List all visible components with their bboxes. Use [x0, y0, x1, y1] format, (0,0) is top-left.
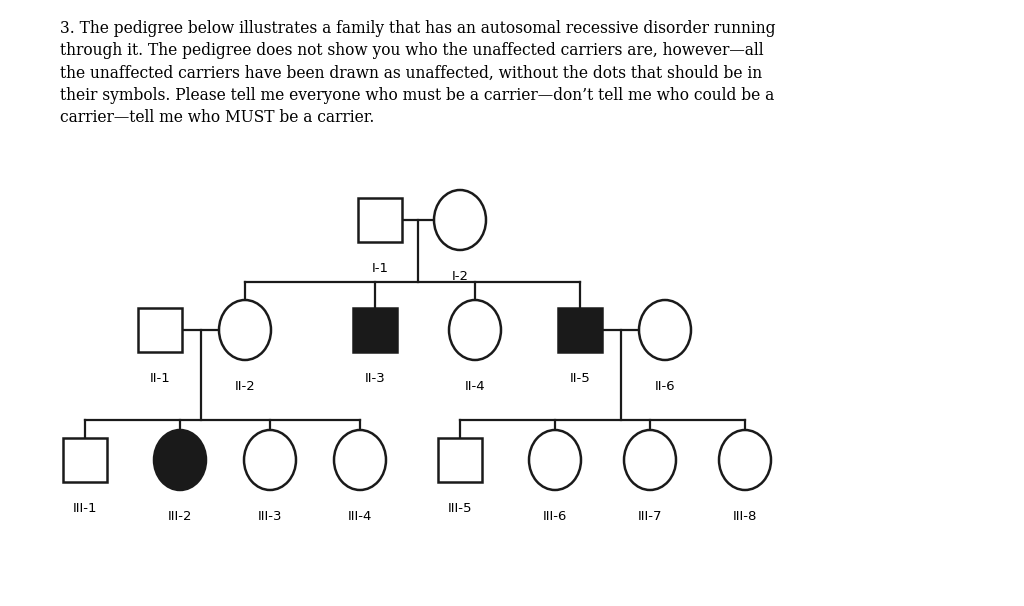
Text: III-6: III-6 [543, 510, 567, 523]
Ellipse shape [334, 430, 386, 490]
Ellipse shape [219, 300, 271, 360]
Text: I-1: I-1 [372, 262, 388, 275]
Ellipse shape [719, 430, 771, 490]
Ellipse shape [624, 430, 676, 490]
Text: III-4: III-4 [348, 510, 372, 523]
Ellipse shape [449, 300, 501, 360]
Text: III-5: III-5 [447, 502, 472, 515]
Text: III-3: III-3 [258, 510, 283, 523]
Text: III-7: III-7 [638, 510, 663, 523]
Text: III-1: III-1 [73, 502, 97, 515]
Ellipse shape [154, 430, 206, 490]
Text: II-6: II-6 [654, 380, 675, 393]
Text: II-5: II-5 [569, 372, 591, 385]
Bar [558, 308, 602, 352]
Text: II-2: II-2 [234, 380, 255, 393]
Text: II-1: II-1 [150, 372, 170, 385]
Ellipse shape [244, 430, 296, 490]
Text: II-4: II-4 [465, 380, 485, 393]
Bar [358, 198, 402, 242]
Ellipse shape [434, 190, 486, 250]
Ellipse shape [639, 300, 691, 360]
Text: I-2: I-2 [452, 270, 469, 283]
Bar [63, 438, 106, 482]
Bar [353, 308, 397, 352]
Text: 3. The pedigree below illustrates a family that has an autosomal recessive disor: 3. The pedigree below illustrates a fami… [60, 20, 775, 126]
Text: III-8: III-8 [733, 510, 757, 523]
Ellipse shape [529, 430, 581, 490]
Text: II-3: II-3 [365, 372, 385, 385]
Bar [138, 308, 182, 352]
Text: III-2: III-2 [168, 510, 193, 523]
Bar [438, 438, 482, 482]
